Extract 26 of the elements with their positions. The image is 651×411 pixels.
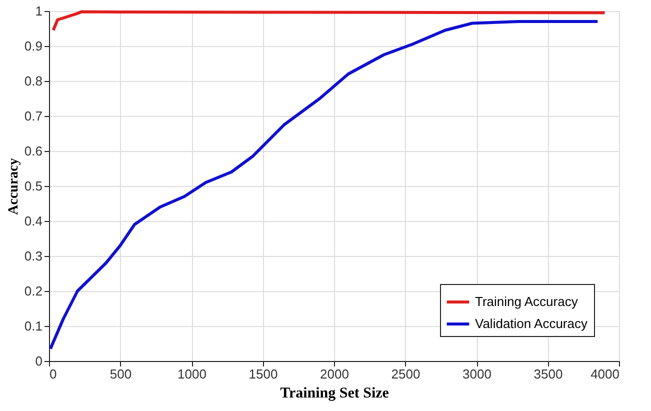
y-tick-label: 0.8 <box>24 74 42 88</box>
line-series <box>48 20 600 350</box>
x-tick-label: 2500 <box>391 366 420 382</box>
legend-label: Validation Accuracy <box>475 316 588 331</box>
y-tick-label: 0.6 <box>24 144 42 158</box>
y-tick-label: 0.3 <box>24 248 42 264</box>
y-tick-label: 0 <box>35 354 42 368</box>
y-tick-label: 0.5 <box>24 178 42 194</box>
y-tick-label: 0.2 <box>24 284 42 298</box>
x-tick-label: 0 <box>50 366 57 382</box>
x-axis-title: Training Set Size <box>280 386 390 402</box>
y-tick-label: 1 <box>35 4 42 18</box>
x-tick-label: 3500 <box>534 366 563 382</box>
y-tick-label: 0.7 <box>24 108 42 124</box>
x-tick-label: 3000 <box>462 366 492 382</box>
x-tick-label: 1500 <box>248 366 278 382</box>
x-tick-label: 1000 <box>178 366 206 382</box>
x-tick-label: 500 <box>110 366 132 382</box>
x-tick-label: 2000 <box>320 366 349 382</box>
x-tick-label: 4000 <box>590 366 620 382</box>
y-tick-label: 0.4 <box>24 214 42 228</box>
y-tick-label: 0.1 <box>24 318 42 334</box>
y-axis-title: Accuracy <box>6 158 22 215</box>
line-series <box>52 10 606 32</box>
legend-label: Training Accuracy <box>475 294 578 309</box>
y-tick-label: 0.9 <box>24 38 42 54</box>
